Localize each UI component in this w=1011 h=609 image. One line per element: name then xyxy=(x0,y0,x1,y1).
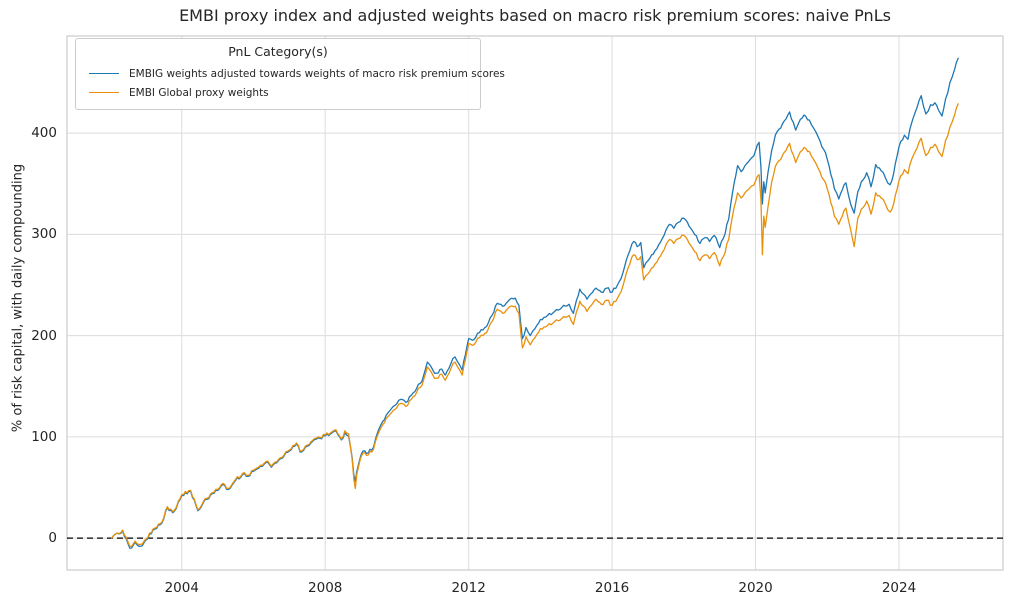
plot-background xyxy=(67,36,1003,570)
x-tick-label: 2004 xyxy=(164,580,199,596)
x-tick-label: 2020 xyxy=(738,580,773,596)
legend: PnL Category(s) EMBIG weights adjusted t… xyxy=(75,38,505,110)
legend-line-swatch-icon xyxy=(89,92,119,93)
y-tick-label: 200 xyxy=(31,327,57,344)
x-tick-label: 2008 xyxy=(308,580,343,596)
legend-label: EMBIG weights adjusted towards weights o… xyxy=(129,67,505,80)
series-line-embi-global-proxy xyxy=(111,103,959,547)
y-tick-label: 100 xyxy=(31,428,57,445)
legend-item: EMBI Global proxy weights xyxy=(86,83,470,102)
y-tick-label: 400 xyxy=(31,125,57,142)
x-tick-label: 2024 xyxy=(881,580,917,596)
plot-border xyxy=(66,35,1004,571)
chart-title: EMBI proxy index and adjusted weights ba… xyxy=(179,6,891,25)
legend-item: EMBIG weights adjusted towards weights o… xyxy=(86,64,505,83)
x-tick-label: 2012 xyxy=(451,580,486,596)
legend-label: EMBI Global proxy weights xyxy=(129,86,269,99)
x-tick-label: 2016 xyxy=(594,580,630,596)
y-tick-label: 0 xyxy=(48,530,57,547)
legend-line-swatch-icon xyxy=(89,73,119,74)
series-line-embig-weights-adjusted xyxy=(111,57,959,549)
y-tick-label: 300 xyxy=(31,226,57,243)
legend-title: PnL Category(s) xyxy=(228,44,328,59)
legend-rows: EMBIG weights adjusted towards weights o… xyxy=(86,64,505,102)
